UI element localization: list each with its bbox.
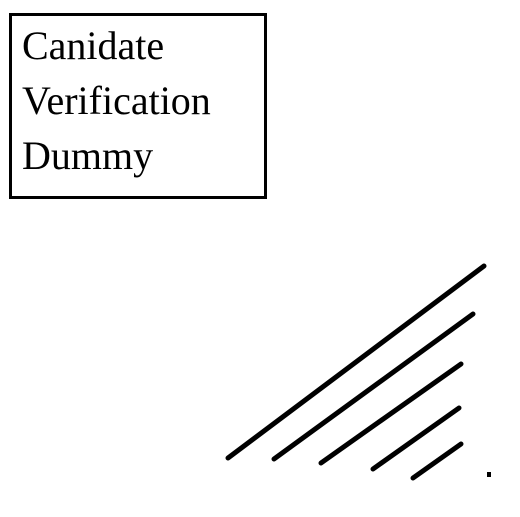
- hatch-line-2: [271, 311, 476, 462]
- hatch-line-4: [370, 405, 462, 472]
- label-line-1: Canidate: [22, 23, 165, 68]
- hatch-line-1: [225, 263, 487, 461]
- label-line-2: Verification: [22, 78, 211, 123]
- candidate-label-box: Canidate Verification Dummy: [9, 13, 267, 199]
- small-dot: [487, 472, 491, 477]
- hatch-line-5: [410, 441, 464, 481]
- hatch-line-3: [318, 361, 464, 466]
- label-line-3: Dummy: [22, 133, 154, 178]
